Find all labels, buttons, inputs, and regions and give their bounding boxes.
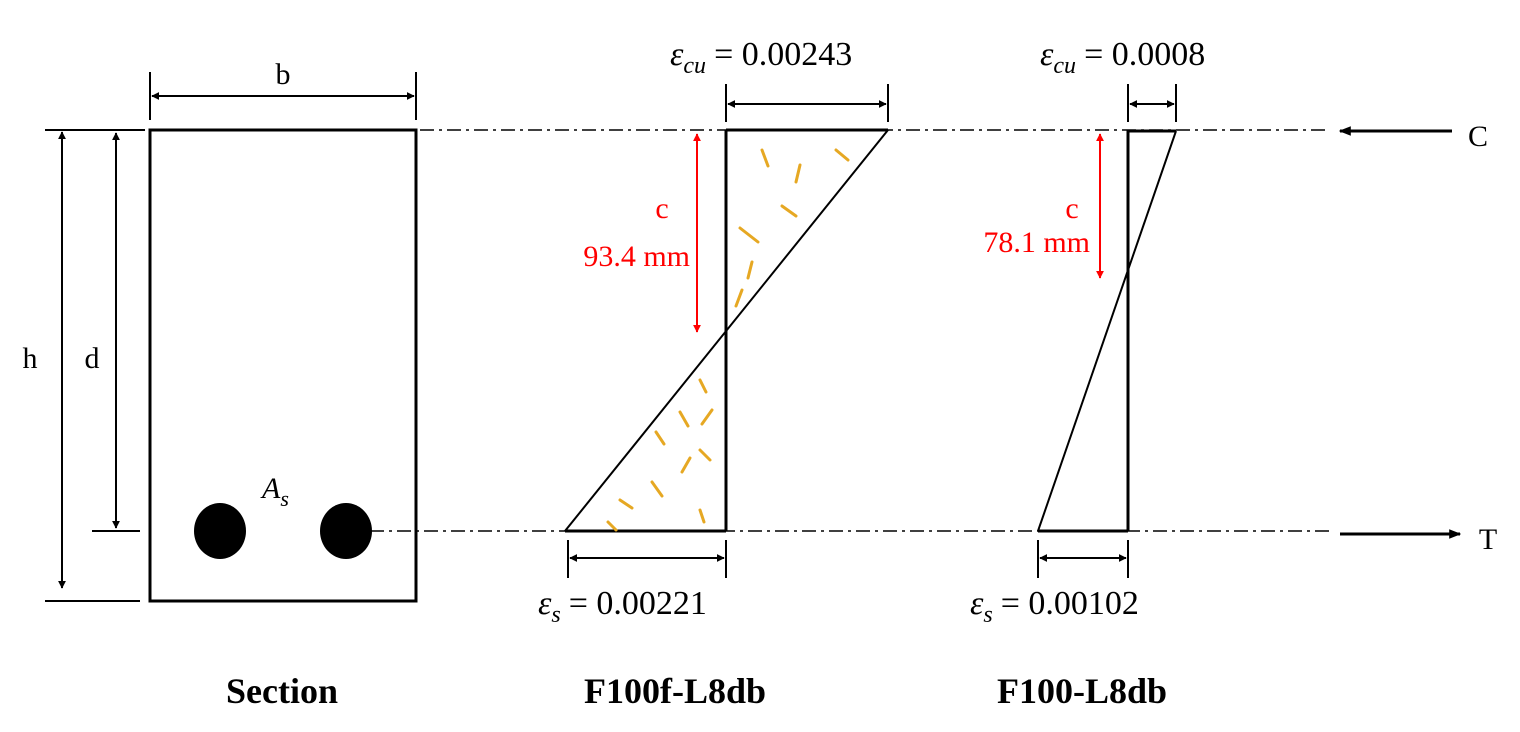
caption-f100f: F100f-L8db [584, 671, 766, 711]
f100-es-label: εs = 0.00102 [970, 585, 1139, 628]
rebar-right [320, 503, 372, 559]
rebar-left [194, 503, 246, 559]
caption-section: Section [226, 671, 338, 711]
compression-label: C [1468, 120, 1488, 153]
caption-f100: F100-L8db [997, 671, 1167, 711]
f100f-ecu-label: εcu = 0.00243 [670, 36, 852, 79]
section-outline [148, 128, 418, 603]
f100-ecu-label: εcu = 0.0008 [1040, 36, 1205, 79]
f100-c-value: 78.1 mm [983, 226, 1090, 259]
tension-label: T [1479, 523, 1497, 556]
label-d: d [85, 342, 100, 375]
f100f-strain-line [564, 129, 889, 532]
f100-strain-line [1037, 130, 1177, 532]
label-b: b [276, 58, 291, 91]
label-h: h [23, 342, 38, 375]
f100f-c-label: c [655, 192, 668, 225]
f100f-fiber-marks [606, 148, 850, 532]
strain-diagram-f100: εcu = 0.0008 c 78.1 mm εs = 0.00102 F100-L… [970, 36, 1205, 711]
force-arrows: C T [1338, 120, 1497, 556]
f100-c-label: c [1065, 192, 1078, 225]
f100f-es-label: εs = 0.00221 [538, 585, 707, 628]
strain-diagram-f100f: εcu = 0.00243 c 93.4 mm εs = 0.00221 F100f… [538, 36, 889, 711]
cross-section: b h d As Section [23, 58, 418, 711]
label-As: As [260, 472, 289, 511]
f100f-c-value: 93.4 mm [583, 240, 690, 273]
